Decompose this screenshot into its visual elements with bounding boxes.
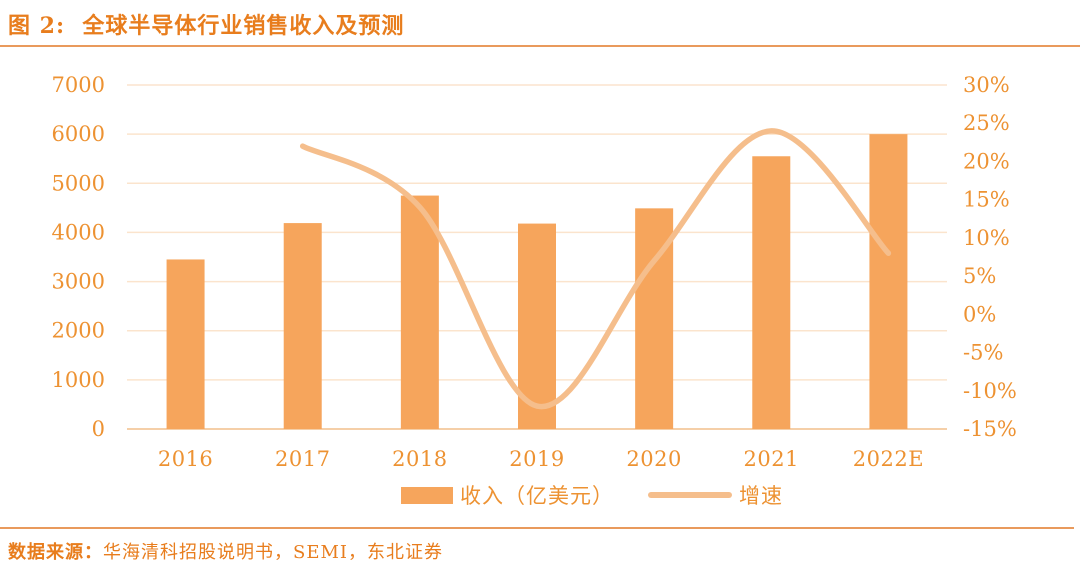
- growth-line: [299, 128, 892, 410]
- x-axis-label-2021: 2021: [744, 447, 799, 471]
- y-axis-right-tick-label: -15%: [963, 417, 1017, 441]
- footer-divider: [0, 527, 1074, 529]
- y-axis-right-tick-label: 5%: [963, 264, 996, 288]
- bar-2021: [752, 156, 791, 429]
- y-axis-left-tick-label: 4000: [52, 220, 105, 244]
- y-axis-left-tick-label: 2000: [52, 319, 105, 343]
- y-axis-left-tick-label: 0: [92, 417, 105, 441]
- y-axis-right-tick-label: -10%: [963, 379, 1017, 403]
- chart-legend: 收入（亿美元） 增速: [52, 480, 1080, 510]
- legend-line-label: 增速: [739, 484, 783, 508]
- x-axis-label-2016: 2016: [158, 447, 213, 471]
- y-axis-left-tick-label: 6000: [52, 122, 105, 146]
- figure-title: 图 2: 全球半导体行业销售收入及预测: [8, 13, 405, 39]
- y-axis-right-tick-label: -5%: [963, 341, 1003, 365]
- y-axis-left-tick-label: 5000: [52, 171, 105, 195]
- legend-item-growth: 增速: [648, 480, 783, 510]
- source-label: 数据来源：: [8, 542, 103, 563]
- y-axis-right-tick-label: 15%: [963, 188, 1010, 212]
- legend-line-swatch: [648, 492, 732, 498]
- bar-2022E: [869, 134, 908, 429]
- y-axis-right-tick-label: 30%: [963, 73, 1010, 97]
- bar-2019: [518, 223, 556, 429]
- x-axis-label-2017: 2017: [275, 447, 330, 471]
- bar-2018: [400, 195, 439, 429]
- bar-2017: [283, 223, 322, 429]
- x-axis-label-2022E: 2022E: [853, 447, 924, 471]
- y-axis-right-tick-label: 20%: [963, 149, 1010, 173]
- y-axis-left-tick-label: 1000: [52, 368, 105, 392]
- legend-bar-swatch: [401, 486, 453, 504]
- y-axis-right-tick-label: 0%: [963, 302, 996, 326]
- legend-bar-label: 收入（亿美元）: [460, 484, 614, 508]
- x-axis-label-2018: 2018: [392, 447, 447, 471]
- x-axis-label-2020: 2020: [626, 447, 681, 471]
- x-axis-label-2019: 2019: [509, 447, 564, 471]
- legend-item-revenue: 收入（亿美元）: [401, 480, 614, 510]
- bar-2016: [166, 259, 205, 429]
- source-text: 华海清科招股说明书，SEMI，东北证券: [103, 542, 444, 563]
- y-axis-right-tick-label: 25%: [963, 111, 1010, 135]
- y-axis-left-tick-label: 3000: [52, 270, 105, 294]
- title-divider: [0, 45, 1080, 47]
- y-axis-left-tick-label: 7000: [52, 73, 105, 97]
- source-note: 数据来源：华海清科招股说明书，SEMI，东北证券: [8, 538, 443, 564]
- y-axis-right-tick-label: 10%: [963, 226, 1010, 250]
